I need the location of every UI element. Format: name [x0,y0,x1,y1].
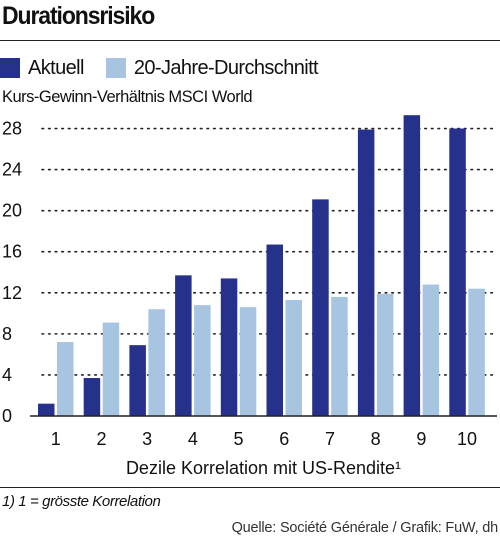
bar-durchschnitt-10 [468,288,485,416]
bar-durchschnitt-4 [194,305,211,416]
x-tick-label-9: 9 [416,429,426,449]
bar-aktuell-1 [38,403,55,416]
bar-aktuell-10 [449,128,466,417]
legend-item-durchschnitt: 20-Jahre-Durchschnitt [105,56,319,80]
source-credit: Quelle: Société Générale / Grafik: FuW, … [231,520,499,536]
bars [38,115,485,417]
x-tick-label-6: 6 [279,429,289,449]
bar-durchschnitt-7 [331,296,348,416]
x-tick-label-4: 4 [188,429,198,449]
x-tick-labels: 1 2 3 4 5 6 7 8 9 10 [51,429,477,449]
bar-aktuell-7 [312,199,329,416]
y-tick-label-20: 20 [2,201,22,221]
footnote: 1) 1 = grösste Korrelation [2,493,161,510]
x-tick-label-10: 10 [457,429,477,449]
legend-item-aktuell: Aktuell [0,57,84,80]
bar-aktuell-2 [83,378,101,416]
x-tick-label-7: 7 [325,429,335,449]
bar-aktuell-8 [357,129,375,416]
bar-aktuell-3 [129,345,146,416]
bar-durchschnitt-1 [57,342,74,416]
y-tick-label-24: 24 [2,160,22,180]
y-tick-label-28: 28 [2,119,22,139]
y-tick-label-12: 12 [2,283,22,303]
x-tick-label-1: 1 [51,429,61,449]
bottom-rule [0,487,500,488]
legend: Aktuell 20-Jahre-Durchschnitt [0,55,340,81]
y-tick-label-4: 4 [2,365,12,385]
x-tick-label-8: 8 [371,429,381,449]
x-tick-label-3: 3 [142,429,152,449]
y-tick-label-0: 0 [2,406,12,426]
x-axis-title: Dezile Korrelation mit US-Rendite¹ [126,458,401,478]
bar-aktuell-6 [266,244,283,416]
legend-label-aktuell: Aktuell [28,56,84,79]
bar-durchschnitt-6 [285,299,302,416]
top-rule [0,40,500,41]
bar-aktuell-4 [175,275,192,416]
legend-label-durchschnitt: 20-Jahre-Durchschnitt [133,56,319,79]
bar-durchschnitt-5 [239,307,257,416]
bar-durchschnitt-8 [376,293,394,416]
bar-durchschnitt-3 [148,309,165,416]
y-tick-labels: 0 4 8 12 16 20 24 28 [2,119,22,426]
legend-swatch-durchschnitt [105,58,126,78]
y-tick-label-8: 8 [2,324,12,344]
bar-aktuell-5 [220,278,238,416]
bar-durchschnitt-9 [422,284,440,416]
legend-swatch-aktuell [0,58,20,78]
y-axis-title: Kurs-Gewinn-Verhältnis MSCI World [2,88,253,106]
y-tick-label-16: 16 [2,242,22,262]
x-tick-label-2: 2 [96,429,106,449]
x-tick-label-5: 5 [234,429,244,449]
bar-aktuell-9 [403,115,421,416]
chart-title: Durationsrisiko [2,2,155,30]
bar-durchschnitt-2 [102,322,120,416]
